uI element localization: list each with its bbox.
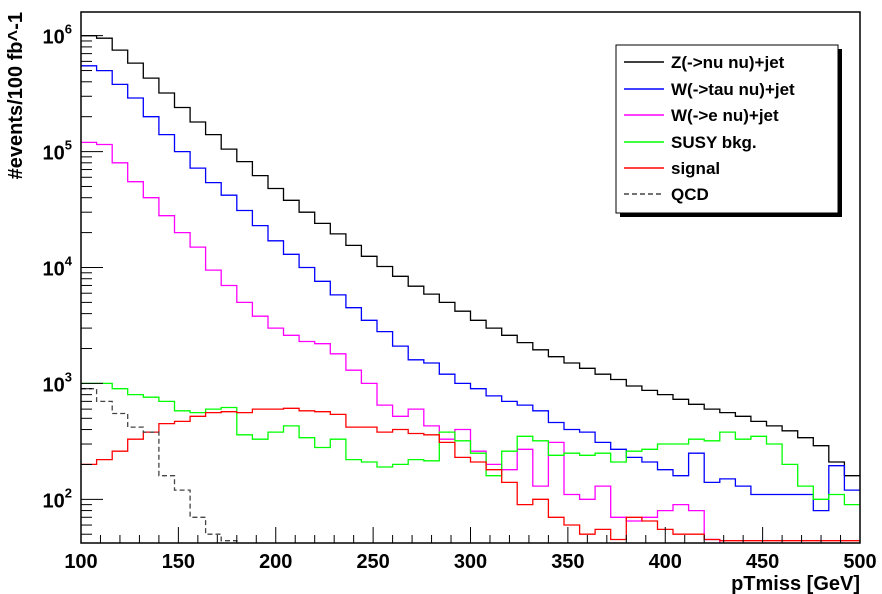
legend-label: SUSY bkg.	[671, 133, 757, 152]
y-axis-title: #events/100 fb^-1	[5, 12, 27, 179]
series-3-line	[81, 382, 860, 506]
legend-label: W(->e nu)+jet	[671, 106, 779, 125]
legend-shadow	[620, 213, 842, 217]
series-0-line	[81, 35, 860, 477]
y-tick-exponent: 2	[65, 485, 72, 500]
tick-labels: 100 150 200 250 300 350 400 450 5001021031041051…	[43, 22, 877, 573]
y-tick-exponent: 4	[65, 253, 73, 268]
y-tick-base: 10	[43, 490, 65, 512]
y-tick-label: 104	[43, 253, 73, 280]
x-tick-label: 350	[551, 551, 584, 573]
y-tick-label: 106	[43, 22, 72, 49]
y-tick-base: 10	[43, 27, 65, 49]
y-tick-base: 10	[43, 258, 65, 280]
x-tick-label: 450	[746, 551, 779, 573]
series-5-line	[81, 388, 238, 543]
x-tick-label: 300	[454, 551, 487, 573]
x-tick-label: 500	[843, 551, 876, 573]
x-tick-label: 150	[162, 551, 195, 573]
legend-box	[615, 44, 839, 214]
y-tick-base: 10	[43, 374, 65, 396]
axis-ticks	[80, 35, 861, 543]
x-tick-label: 250	[356, 551, 389, 573]
y-tick-base: 10	[43, 143, 65, 165]
legend: Z(->nu nu)+jet W(->tau nu)+jet W(->e nu)+j…	[615, 44, 842, 217]
y-tick-exponent: 6	[65, 22, 72, 37]
series-4-line	[81, 407, 860, 542]
y-tick-exponent: 5	[65, 138, 72, 153]
y-tick-label: 102	[43, 485, 72, 512]
legend-label: W(->tau nu)+jet	[671, 80, 795, 99]
legend-label: QCD	[671, 185, 709, 204]
series-1-line	[81, 65, 860, 512]
y-tick-label: 103	[43, 369, 72, 396]
y-tick-exponent: 3	[65, 369, 72, 384]
x-tick-label: 200	[259, 551, 292, 573]
legend-shadow	[838, 49, 842, 217]
y-tick-label: 105	[43, 138, 72, 165]
legend-label: Z(->nu nu)+jet	[671, 53, 785, 72]
x-tick-label: 100	[64, 551, 97, 573]
legend-label: signal	[671, 159, 720, 178]
x-tick-label: 400	[649, 551, 682, 573]
x-axis-title: pTmiss [GeV]	[731, 573, 860, 594]
series-layer	[81, 35, 860, 543]
